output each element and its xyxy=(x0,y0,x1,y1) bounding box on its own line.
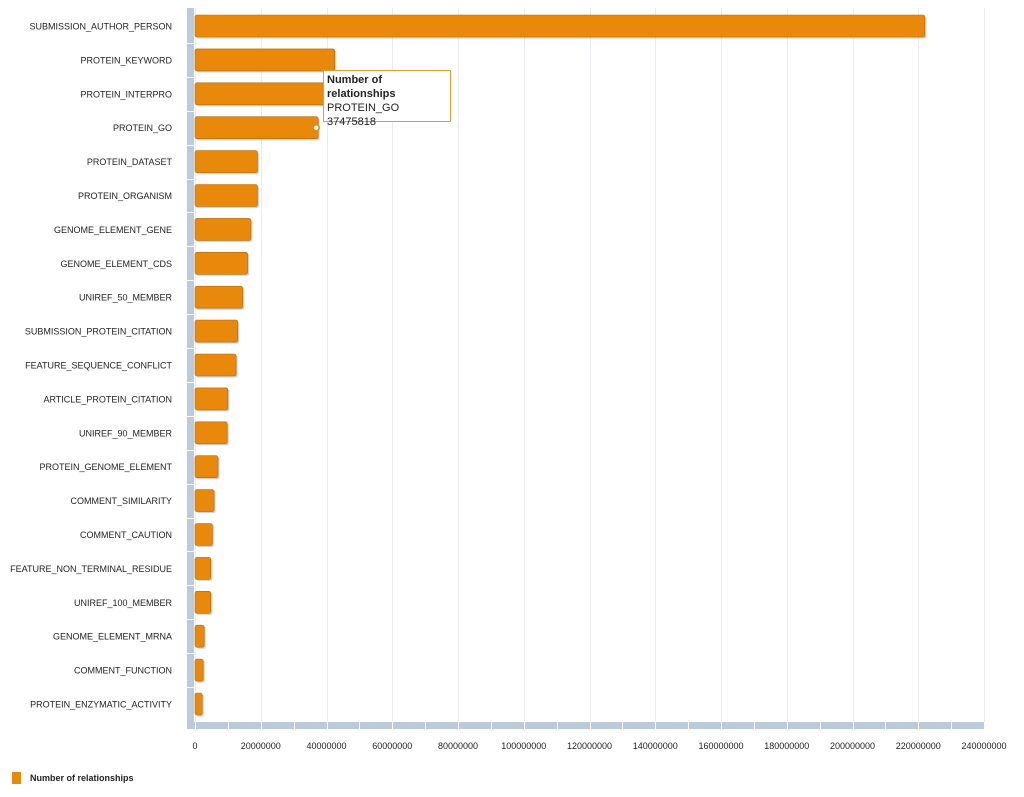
x-tick-label: 100000000 xyxy=(501,741,546,751)
tooltip: Number of relationships PROTEIN_GO 37475… xyxy=(323,70,451,128)
bar-uniref-100-member[interactable] xyxy=(194,590,212,614)
bar-comment-caution[interactable] xyxy=(194,523,213,546)
x-axis xyxy=(187,722,984,729)
category-label: PROTEIN_INTERPRO xyxy=(80,89,172,99)
category-label: SUBMISSION_AUTHOR_PERSON xyxy=(29,22,172,32)
bar-protein-organism[interactable] xyxy=(194,184,258,207)
x-tick-label: 240000000 xyxy=(961,741,1006,751)
category-label: PROTEIN_GO xyxy=(113,123,172,133)
axes xyxy=(187,8,985,729)
legend[interactable]: Number of relationships xyxy=(12,772,134,784)
bar-protein-genome-element[interactable] xyxy=(194,455,219,479)
category-label: PROTEIN_DATASET xyxy=(87,157,173,167)
bar-protein-interpro[interactable] xyxy=(194,82,327,106)
bar-submission-protein-citation[interactable] xyxy=(194,319,239,343)
category-label: COMMENT_CAUTION xyxy=(80,530,172,540)
grid-lines xyxy=(195,8,985,722)
x-tick-label: 20000000 xyxy=(241,741,281,751)
category-label: PROTEIN_ORGANISM xyxy=(78,191,172,201)
category-label: GENOME_ELEMENT_GENE xyxy=(54,225,172,235)
category-label: ARTICLE_PROTEIN_CITATION xyxy=(43,394,172,404)
x-tick-label: 220000000 xyxy=(896,741,941,751)
bar-submission-author-person[interactable] xyxy=(194,14,926,38)
bar-uniref-90-member[interactable] xyxy=(194,421,228,445)
bar-protein-enzymatic-activity[interactable] xyxy=(194,692,203,716)
bar-protein-keyword[interactable] xyxy=(194,48,336,72)
bars xyxy=(194,14,927,717)
bar-protein-dataset[interactable] xyxy=(194,150,258,173)
category-labels: SUBMISSION_AUTHOR_PERSON PROTEIN_KEYWORD P… xyxy=(10,22,172,710)
category-label: PROTEIN_ENZYMATIC_ACTIVITY xyxy=(30,700,172,710)
category-label: UNIREF_100_MEMBER xyxy=(74,598,173,608)
x-tick-label: 180000000 xyxy=(764,741,809,751)
x-tick-label: 40000000 xyxy=(306,741,346,751)
legend-label: Number of relationships xyxy=(30,773,134,783)
x-tick-label: 80000000 xyxy=(438,741,478,751)
category-label: SUBMISSION_PROTEIN_CITATION xyxy=(25,327,172,337)
x-tick-label: 200000000 xyxy=(830,741,875,751)
x-tick-labels: 0 20000000 40000000 60000000 80000000 1000000… xyxy=(192,741,1006,751)
x-tick-label: 0 xyxy=(192,741,197,751)
y-axis xyxy=(187,8,194,729)
legend-swatch xyxy=(12,772,21,784)
hover-marker xyxy=(312,123,320,132)
category-label: UNIREF_50_MEMBER xyxy=(79,293,173,303)
tooltip-category: PROTEIN_GO xyxy=(327,102,400,114)
bar-comment-similarity[interactable] xyxy=(194,489,215,512)
bar-comment-function[interactable] xyxy=(194,658,204,682)
category-label: FEATURE_NON_TERMINAL_RESIDUE xyxy=(10,564,172,574)
bar-feature-non-terminal-residue[interactable] xyxy=(194,557,212,580)
category-label: PROTEIN_GENOME_ELEMENT xyxy=(39,462,172,472)
x-tick-label: 140000000 xyxy=(633,741,678,751)
bar-genome-element-mrna[interactable] xyxy=(194,624,205,648)
bar-genome-element-gene[interactable] xyxy=(194,218,252,241)
x-tick-label: 60000000 xyxy=(372,741,412,751)
hover-point xyxy=(312,123,320,132)
bar-article-protein-citation[interactable] xyxy=(194,387,229,411)
category-label: GENOME_ELEMENT_CDS xyxy=(60,259,172,269)
bar-genome-element-cds[interactable] xyxy=(194,252,248,275)
category-label: COMMENT_FUNCTION xyxy=(74,666,172,676)
category-label: PROTEIN_KEYWORD xyxy=(80,55,172,65)
category-label: GENOME_ELEMENT_MRNA xyxy=(53,632,172,642)
category-label: UNIREF_90_MEMBER xyxy=(79,428,173,438)
category-label: FEATURE_SEQUENCE_CONFLICT xyxy=(25,361,172,371)
bar-protein-go[interactable] xyxy=(194,116,319,139)
tooltip-value: 37475818 xyxy=(327,116,376,128)
x-tick-label: 120000000 xyxy=(567,741,612,751)
x-tick-label: 160000000 xyxy=(698,741,743,751)
tooltip-title: Number of relationships xyxy=(327,74,396,100)
bar-feature-sequence-conflict[interactable] xyxy=(194,353,237,377)
category-label: COMMENT_SIMILARITY xyxy=(70,496,172,506)
bar-uniref-50-member[interactable] xyxy=(194,285,243,309)
